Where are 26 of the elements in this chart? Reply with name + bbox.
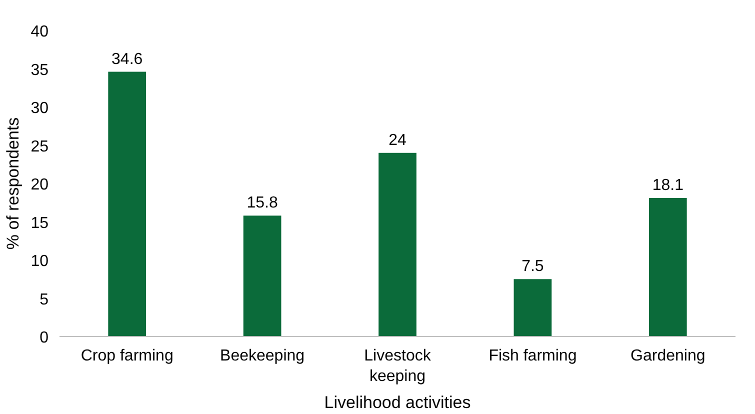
y-tick-label: 10 — [30, 253, 49, 270]
x-tick-label: Fish farming — [488, 348, 577, 364]
y-tick-label: 5 — [40, 291, 49, 308]
bar — [648, 198, 687, 336]
y-tick-label: 35 — [30, 62, 49, 79]
y-tick-label: 20 — [30, 176, 49, 194]
data-label: 7.5 — [522, 258, 544, 276]
bar — [108, 72, 146, 336]
data-label: 24 — [388, 132, 406, 149]
y-tick-label: 25 — [30, 138, 49, 156]
x-tick-label: Livestock keeping — [364, 348, 432, 385]
x-tick-label: Gardening — [630, 348, 706, 364]
bar — [378, 152, 416, 336]
data-label: 34.6 — [112, 50, 143, 68]
x-tick-label: Beekeeping — [220, 348, 305, 364]
bar — [243, 216, 282, 336]
data-label: 18.1 — [652, 177, 684, 194]
bar — [514, 279, 552, 336]
y-tick-label: 40 — [30, 24, 49, 40]
y-tick-label: 15 — [30, 214, 49, 232]
data-label: 15.8 — [246, 194, 278, 212]
x-tick-label: Crop farming — [80, 348, 174, 364]
y-axis-title: % of respondents — [4, 117, 23, 250]
y-tick-label: 0 — [40, 330, 49, 346]
x-axis-title: Livelihood activities — [324, 392, 471, 412]
y-tick-label: 30 — [30, 100, 49, 117]
